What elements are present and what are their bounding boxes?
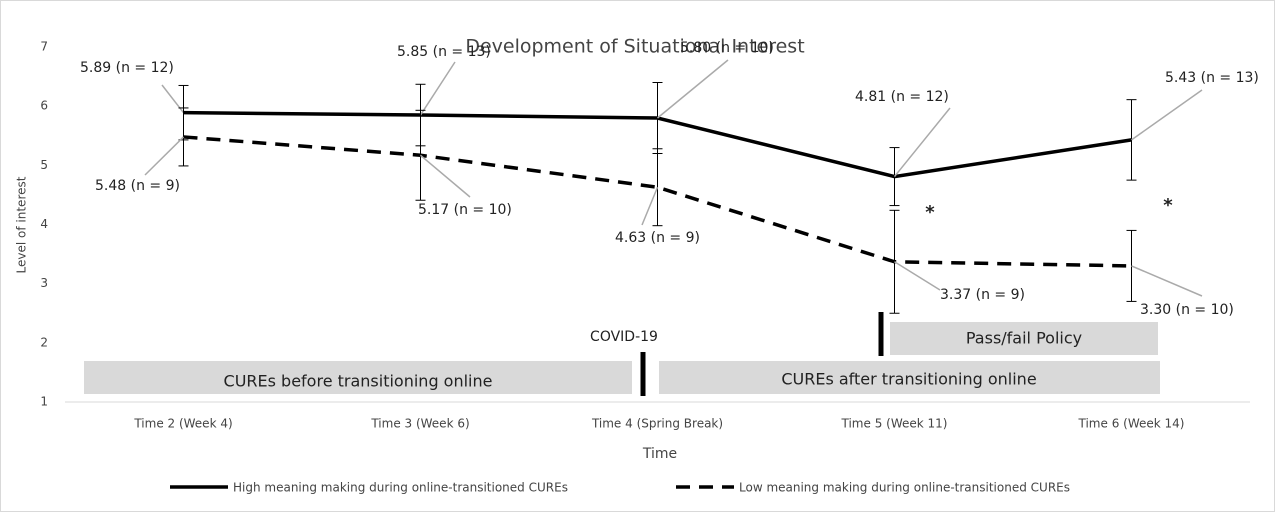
phase-label: Pass/fail Policy <box>966 329 1082 348</box>
data-label: 5.80 (n = 10) <box>680 40 774 56</box>
data-label: 5.85 (n = 13) <box>397 44 491 60</box>
leader-line <box>657 59 729 119</box>
legend-label: High meaning making during online-transi… <box>233 481 568 495</box>
data-label: 5.17 (n = 10) <box>418 202 512 218</box>
data-label: 5.48 (n = 9) <box>95 178 180 194</box>
x-tick-label: Time 4 (Spring Break) <box>591 417 723 431</box>
y-tick-label: 4 <box>40 217 48 231</box>
leader-line <box>894 261 941 291</box>
phase-box <box>84 361 632 394</box>
y-tick-label: 6 <box>40 99 48 113</box>
phase-box <box>659 361 1160 394</box>
phase-label: CUREs before transitioning online <box>224 372 493 391</box>
data-label: 5.43 (n = 13) <box>1165 70 1259 86</box>
x-axis-label: Time <box>642 446 677 462</box>
y-tick-label: 1 <box>40 395 48 409</box>
data-label: 4.63 (n = 9) <box>615 230 700 246</box>
x-tick-label: Time 2 (Week 4) <box>133 417 232 431</box>
legend-label: Low meaning making during online-transit… <box>739 481 1070 495</box>
leader-line <box>419 61 456 116</box>
phase-label: CUREs after transitioning online <box>781 370 1036 389</box>
y-tick-label: 7 <box>40 40 48 54</box>
y-tick-label: 2 <box>40 335 48 349</box>
x-tick-label: Time 5 (Week 11) <box>841 417 948 431</box>
data-label: 5.89 (n = 12) <box>80 60 174 76</box>
leader-line <box>893 107 951 178</box>
y-tick-label: 5 <box>40 158 48 172</box>
data-label: 3.37 (n = 9) <box>940 287 1025 303</box>
leader-line <box>1131 89 1203 141</box>
significance-star: * <box>925 202 935 223</box>
y-axis-label: Level of interest <box>15 176 29 273</box>
phase-box <box>890 322 1158 355</box>
x-tick-label: Time 6 (Week 14) <box>1078 417 1185 431</box>
leader-line <box>420 154 471 198</box>
y-tick-label: 3 <box>40 276 48 290</box>
leader-line <box>641 186 659 226</box>
covid-label: COVID-19 <box>590 329 658 345</box>
data-label: 3.30 (n = 10) <box>1140 302 1234 318</box>
x-tick-label: Time 3 (Week 6) <box>370 417 469 431</box>
chart-title: Development of Situational Interest <box>465 36 804 58</box>
leader-line <box>144 136 185 176</box>
data-label: 4.81 (n = 12) <box>855 89 949 105</box>
leader-line <box>1131 265 1203 297</box>
significance-star: * <box>1163 195 1173 216</box>
